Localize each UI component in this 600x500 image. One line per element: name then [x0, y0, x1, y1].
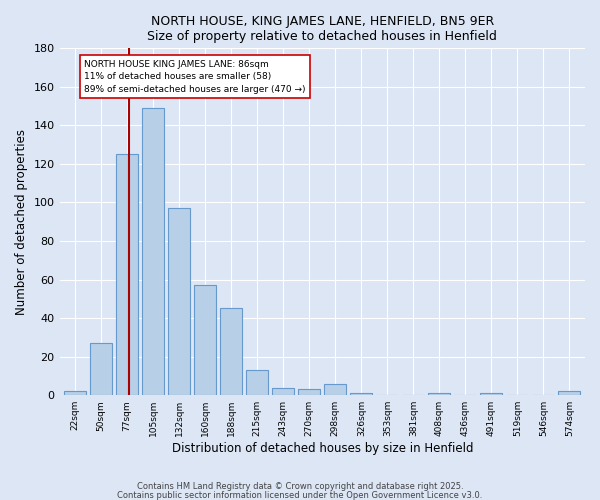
Bar	[90, 343, 112, 395]
Bar	[298, 390, 320, 395]
Bar	[324, 384, 346, 395]
Bar	[272, 388, 295, 395]
X-axis label: Distribution of detached houses by size in Henfield: Distribution of detached houses by size …	[172, 442, 473, 455]
Bar	[559, 392, 580, 395]
Text: Contains HM Land Registry data © Crown copyright and database right 2025.: Contains HM Land Registry data © Crown c…	[137, 482, 463, 491]
Text: NORTH HOUSE KING JAMES LANE: 86sqm
11% of detached houses are smaller (58)
89% o: NORTH HOUSE KING JAMES LANE: 86sqm 11% o…	[84, 60, 306, 94]
Bar	[350, 394, 373, 395]
Bar	[142, 108, 164, 395]
Bar	[168, 208, 190, 395]
Bar	[246, 370, 268, 395]
Bar	[480, 394, 502, 395]
Bar	[194, 286, 216, 395]
Bar	[428, 394, 451, 395]
Bar	[220, 308, 242, 395]
Y-axis label: Number of detached properties: Number of detached properties	[15, 129, 28, 315]
Bar	[116, 154, 138, 395]
Bar	[64, 392, 86, 395]
Text: Contains public sector information licensed under the Open Government Licence v3: Contains public sector information licen…	[118, 491, 482, 500]
Title: NORTH HOUSE, KING JAMES LANE, HENFIELD, BN5 9ER
Size of property relative to det: NORTH HOUSE, KING JAMES LANE, HENFIELD, …	[148, 15, 497, 43]
